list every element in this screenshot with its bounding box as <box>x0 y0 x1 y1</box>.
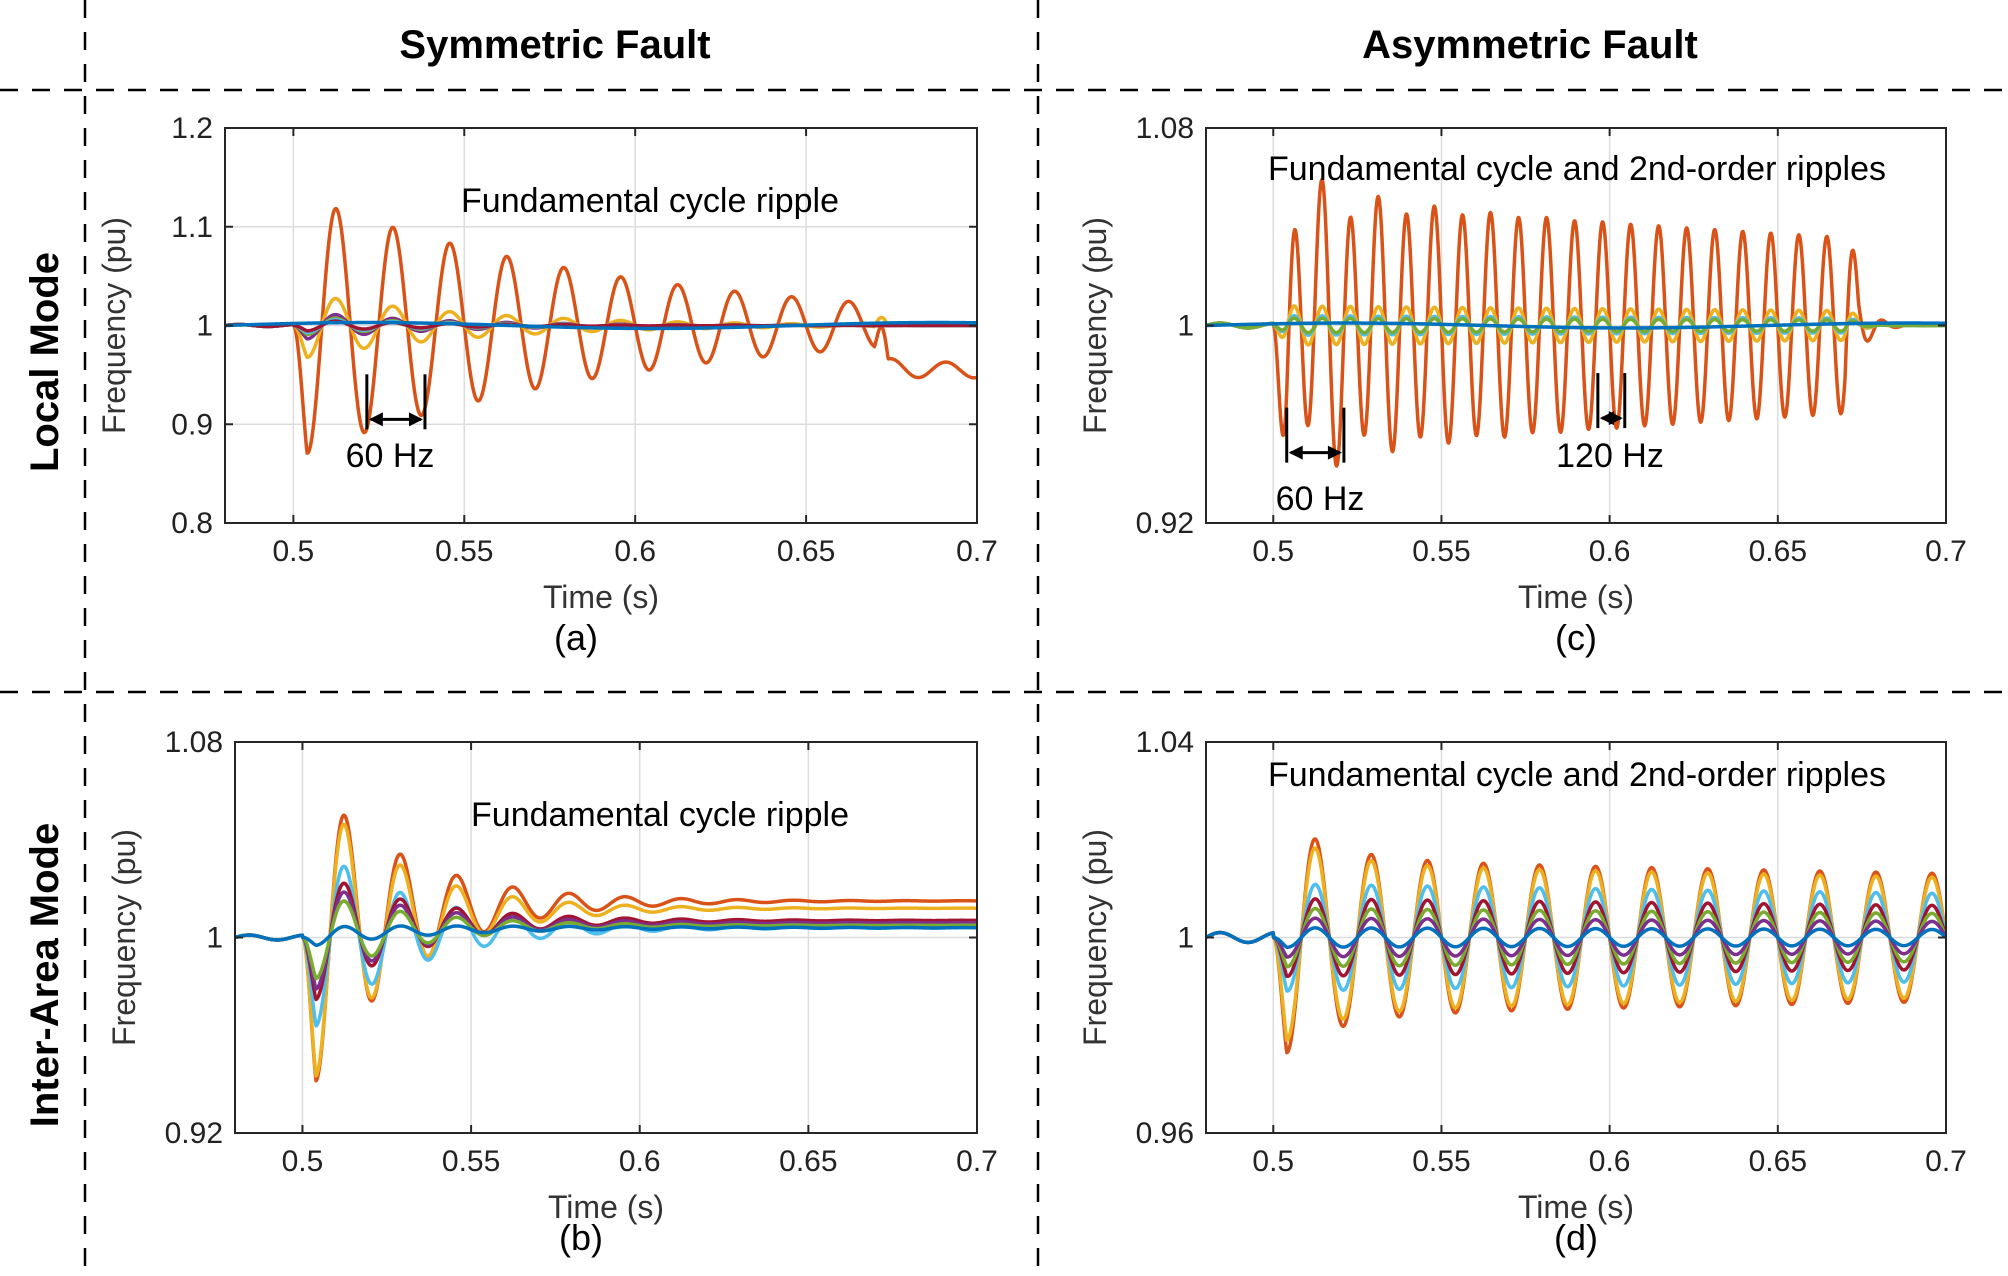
y-tick-label: 1.08 <box>165 726 223 759</box>
period-marker: 120 Hz <box>1556 373 1664 475</box>
y-tick-label: 1.08 <box>1136 112 1194 145</box>
x-tick-label: 0.6 <box>1589 1145 1631 1178</box>
series-line-1 <box>225 206 977 455</box>
x-tick-label: 0.55 <box>435 535 493 568</box>
series-line-2 <box>235 822 977 1078</box>
row-header-local-mode: Local Mode <box>23 252 67 472</box>
x-axis-label: Time (s) <box>1518 579 1634 615</box>
y-axis-label: Frequency (pu) <box>106 829 142 1046</box>
period-marker-label: 60 Hz <box>346 437 435 475</box>
y-tick-label: 0.92 <box>165 1117 223 1150</box>
x-tick-label: 0.5 <box>1252 535 1294 568</box>
series-group <box>1206 837 1946 1055</box>
chart-panel-a: 0.5 0.55 0.6 0.65 0.7 0.8 0.9 1 1.1 1.2 Time (s) Fr… <box>96 112 998 658</box>
x-tick-label: 0.55 <box>442 1145 500 1178</box>
y-axis-label: Frequency (pu) <box>1077 217 1113 434</box>
ripple-annotation: Fundamental cycle and 2nd-order ripples <box>1268 150 1886 188</box>
subplot-caption: (a) <box>554 617 598 658</box>
y-tick-label: 1 <box>206 922 223 955</box>
series-group <box>1206 177 1946 468</box>
x-tick-label: 0.65 <box>779 1145 837 1178</box>
series-line-7 <box>1206 926 1946 949</box>
x-tick-label: 0.55 <box>1412 1145 1470 1178</box>
series-line-5 <box>1206 321 1946 330</box>
x-axis-label: Time (s) <box>543 579 659 615</box>
y-tick-label: 0.92 <box>1136 507 1194 540</box>
ripple-annotation: Fundamental cycle ripple <box>471 796 849 834</box>
chart-panel-d: 0.5 0.55 0.6 0.65 0.7 0.96 1 1.04 Time (s) Freque… <box>1077 726 1967 1258</box>
y-axis-label: Frequency (pu) <box>1077 829 1113 1046</box>
x-tick-label: 0.65 <box>777 535 835 568</box>
arrowhead-right <box>1327 445 1342 460</box>
x-tick-label: 0.5 <box>282 1145 324 1178</box>
arrowhead-left <box>1288 445 1303 460</box>
period-marker: 60 Hz <box>1276 407 1365 518</box>
series-group <box>235 813 977 1083</box>
y-tick-label: 0.96 <box>1136 1117 1194 1150</box>
y-tick-label: 0.9 <box>171 408 213 441</box>
arrowhead-right <box>408 412 423 427</box>
chart-panel-c: 0.5 0.55 0.6 0.65 0.7 0.92 1 1.08 Time (s) Freque… <box>1077 112 1967 658</box>
ripple-annotation: Fundamental cycle ripple <box>461 182 839 220</box>
y-tick-label: 1.2 <box>171 112 213 145</box>
x-axis-label: Time (s) <box>1518 1189 1634 1225</box>
y-tick-label: 1 <box>1177 310 1194 343</box>
x-tick-label: 0.6 <box>614 535 656 568</box>
x-tick-label: 0.6 <box>619 1145 661 1178</box>
x-tick-label: 0.6 <box>1589 535 1631 568</box>
y-tick-label: 1.04 <box>1136 726 1194 759</box>
series-line-1 <box>235 813 977 1083</box>
y-axis-label: Frequency (pu) <box>96 217 132 434</box>
series-line-7 <box>235 924 977 948</box>
x-tick-label: 0.7 <box>1925 1145 1967 1178</box>
series-line-4 <box>1206 316 1946 335</box>
x-axis-label: Time (s) <box>548 1189 664 1225</box>
ripple-annotation: Fundamental cycle and 2nd-order ripples <box>1268 756 1886 794</box>
x-tick-label: 0.7 <box>1925 535 1967 568</box>
chart-panel-b: 0.5 0.55 0.6 0.65 0.7 0.92 1 1.08 Time (s) Freque… <box>106 726 998 1258</box>
column-header-asymmetric: Asymmetric Fault <box>1362 23 1698 67</box>
series-line-3 <box>235 864 977 1028</box>
x-tick-label: 0.5 <box>1252 1145 1294 1178</box>
series-line-7 <box>225 320 977 331</box>
subplot-caption: (d) <box>1554 1217 1598 1258</box>
x-tick-label: 0.55 <box>1412 535 1470 568</box>
arrowhead-right <box>1608 411 1623 426</box>
y-tick-label: 1 <box>1177 922 1194 955</box>
period-marker: 60 Hz <box>346 374 435 475</box>
subplot-caption: (b) <box>559 1217 603 1258</box>
y-tick-label: 0.8 <box>171 507 213 540</box>
x-tick-label: 0.7 <box>956 535 998 568</box>
x-tick-label: 0.7 <box>956 1145 998 1178</box>
x-tick-label: 0.65 <box>1749 535 1807 568</box>
period-marker-label: 120 Hz <box>1556 437 1664 475</box>
arrowhead-left <box>368 412 383 427</box>
x-tick-label: 0.5 <box>273 535 315 568</box>
y-tick-label: 1 <box>196 310 213 343</box>
y-tick-label: 1.1 <box>171 211 213 244</box>
period-marker-label: 60 Hz <box>1276 480 1365 518</box>
row-header-inter-area-mode: Inter-Area Mode <box>23 823 67 1128</box>
series-group <box>225 206 977 455</box>
subplot-caption: (c) <box>1555 617 1597 658</box>
column-header-symmetric: Symmetric Fault <box>399 23 710 67</box>
x-tick-label: 0.65 <box>1749 1145 1807 1178</box>
